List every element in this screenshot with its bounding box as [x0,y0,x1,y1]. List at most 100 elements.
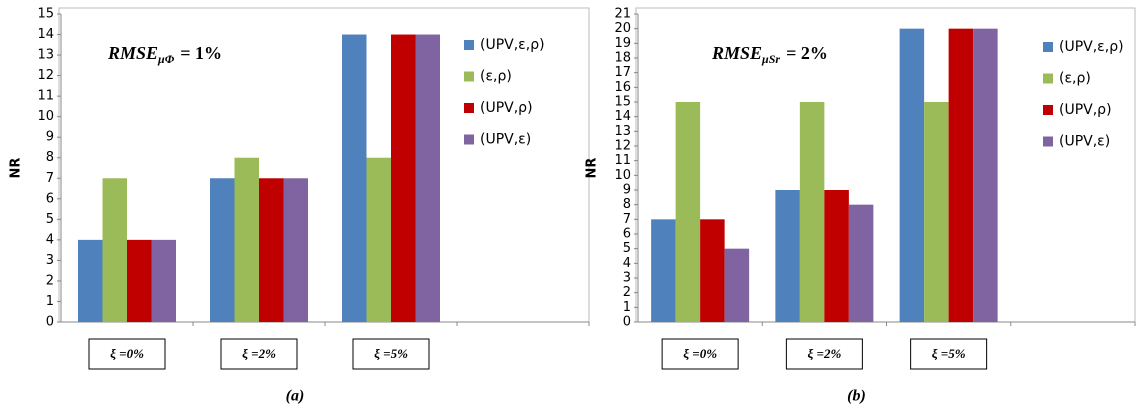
annotation: RMSEμSr = 2% [711,43,828,66]
y-tick-label: 9 [623,183,631,198]
legend-swatch [1043,136,1053,147]
legend-label: (UPV,ε) [480,132,531,148]
legend-swatch [464,103,474,113]
y-tick-label: 1 [46,294,54,309]
category-box [910,338,988,370]
bar [775,190,800,322]
bar [259,178,284,322]
legend-swatch [464,71,474,82]
category-box [220,338,298,370]
y-tick-label: 5 [46,212,54,227]
bar [700,219,725,322]
bar [391,34,416,323]
legend-label: (UPV,ε,ρ) [480,37,545,53]
y-tick-label: 14 [614,109,631,124]
legend-label: (UPV,ε,ρ) [1059,39,1124,55]
legend-swatch [1043,42,1053,52]
y-tick-label: 10 [614,168,631,183]
legend-label: (ε,ρ) [480,69,512,85]
y-tick-label: 16 [614,80,631,95]
x-tick-label: ξ =2% [807,346,841,361]
bar [127,239,152,322]
y-tick-label: 8 [46,150,54,165]
y-tick-label: 2 [623,285,631,300]
x-tick-label: ξ =2% [242,346,276,361]
bar [924,102,949,322]
annotation-sub: μΦ [157,52,175,66]
y-tick-label: 13 [614,124,631,139]
legend-swatch [464,134,474,145]
y-tick-label: 9 [46,130,54,145]
y-tick-label: 18 [614,51,631,66]
y-axis-label: NR [9,158,24,179]
legend-swatch [1043,105,1053,115]
bar [899,28,925,323]
bar [415,34,440,323]
bar [948,28,974,323]
panel-label: (a) [286,388,305,405]
category-box [352,338,430,370]
bar [78,239,103,322]
bar [848,204,874,322]
panel-label: (b) [847,388,866,405]
bar [366,157,391,322]
y-tick-label: 14 [37,27,54,42]
y-tick-label: 4 [46,232,54,247]
y-tick-label: 5 [623,241,631,256]
legend-label: (UPV,ρ) [480,100,533,116]
y-tick-label: 15 [614,95,631,110]
x-tick-label: ξ =5% [932,346,966,361]
legend-label: (ε,ρ) [1059,71,1091,87]
annotation-tail: = 2% [786,43,828,63]
legend-label: (UPV,ε) [1059,134,1110,150]
annotation-main: RMSE [711,43,762,63]
y-tick-label: 7 [623,212,631,227]
x-tick-label: ξ =0% [683,346,717,361]
y-tick-label: 0 [623,315,631,330]
y-tick-label: 10 [37,109,54,124]
y-tick-label: 21 [614,7,631,22]
y-tick-label: 15 [37,7,54,22]
bar [799,102,825,322]
y-tick-label: 11 [614,153,631,168]
bar [342,34,367,323]
bar [973,28,998,323]
y-tick-label: 6 [46,191,54,206]
bar [283,178,308,322]
bar [675,102,701,322]
y-tick-label: 11 [37,89,54,104]
x-tick-label: ξ =0% [110,346,144,361]
y-tick-label: 7 [46,171,54,186]
y-tick-label: 17 [614,65,631,80]
category-box [785,338,863,370]
y-tick-label: 4 [623,256,631,271]
y-tick-label: 1 [623,300,631,315]
legend-swatch [464,40,474,50]
bar [234,157,259,322]
y-tick-label: 12 [37,68,54,83]
y-tick-label: 8 [623,197,631,212]
legend-swatch [1043,73,1053,84]
annotation-main: RMSE [107,43,158,63]
category-box [88,338,166,370]
y-tick-label: 13 [37,48,54,63]
y-tick-label: 2 [46,273,54,288]
y-tick-label: 20 [614,21,631,36]
x-tick-label: ξ =5% [374,346,408,361]
annotation: RMSEμΦ = 1% [107,43,222,66]
y-tick-label: 6 [623,227,631,242]
bar [651,219,676,322]
category-box [661,338,739,370]
y-tick-label: 12 [614,139,631,154]
annotation-tail: = 1% [180,43,222,63]
y-tick-label: 3 [623,271,631,286]
legend-label: (UPV,ρ) [1059,102,1112,118]
y-tick-label: 3 [46,253,54,268]
bar [724,248,750,322]
annotation-sub: μSr [761,52,780,66]
bar [210,178,235,322]
bar [824,190,849,322]
y-tick-label: 19 [614,36,631,51]
bar [102,178,127,322]
